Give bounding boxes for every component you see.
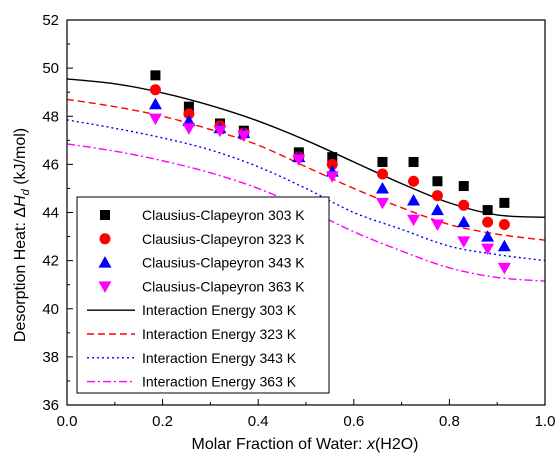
data-point <box>408 175 420 187</box>
y-tick-label: 50 <box>42 60 59 77</box>
legend-label-5: Interaction Energy 323 K <box>142 326 297 342</box>
plot-frame <box>66 19 546 406</box>
data-point <box>407 214 421 227</box>
data-point <box>326 158 338 170</box>
data-point <box>183 108 195 120</box>
y-tick-label: 38 <box>42 349 59 366</box>
data-point <box>375 197 389 210</box>
legend-label-7: Interaction Energy 363 K <box>142 374 297 390</box>
legend-label-4: Interaction Energy 303 K <box>142 302 297 318</box>
data-point <box>149 84 161 96</box>
legend-marker-0 <box>100 210 110 220</box>
y-axis-title: Desorption Heat: ΔHd (kJ/mol) <box>12 128 32 342</box>
legend-box <box>76 196 330 394</box>
y-tick-label: 44 <box>42 205 59 222</box>
legend-label-1: Clausius-Clapeyron 323 K <box>142 231 305 247</box>
data-point <box>213 125 227 138</box>
data-point <box>499 197 510 208</box>
data-point <box>407 193 421 206</box>
data-point <box>497 262 511 275</box>
chart-series <box>66 70 546 282</box>
y-axis-title-text: Desorption Heat: <box>12 218 29 343</box>
data-point <box>377 156 388 167</box>
y-tick-label: 42 <box>42 253 59 270</box>
data-point <box>375 181 389 194</box>
chart-tick-labels: 0.0 0.2 0.4 0.6 0.8 1.0 36 38 40 42 44 46 48 50 52 <box>42 12 555 430</box>
legend-label-3: Clausius-Clapeyron 363 K <box>142 278 305 294</box>
data-point <box>432 176 443 187</box>
x-tick-label: 0.2 <box>152 413 173 430</box>
legend-label-0: Clausius-Clapeyron 303 K <box>142 207 305 223</box>
x-tick-label: 0.6 <box>343 413 364 430</box>
data-point <box>148 113 162 126</box>
legend-label-6: Interaction Energy 343 K <box>142 350 297 366</box>
x-axis-title: Molar Fraction of Water: x(H2O) <box>191 436 418 453</box>
x-axis-title-symbol: x <box>366 436 376 453</box>
legend-marker-2 <box>98 256 112 268</box>
data-point <box>458 181 469 192</box>
x-tick-label: 0.0 <box>57 413 78 430</box>
data-point <box>481 243 495 256</box>
data-point <box>327 152 338 163</box>
data-point <box>237 130 251 142</box>
data-point <box>183 101 194 112</box>
data-point <box>148 97 162 110</box>
y-tick-label: 36 <box>42 397 59 414</box>
data-point <box>497 239 511 252</box>
legend-marker-3 <box>98 281 112 293</box>
data-point <box>430 203 444 216</box>
data-point <box>408 156 419 167</box>
data-point <box>498 219 510 231</box>
legend-marker-1 <box>99 233 111 245</box>
data-point <box>458 199 470 211</box>
data-point <box>325 171 339 183</box>
data-point <box>481 230 495 242</box>
data-point <box>457 236 471 248</box>
y-tick-label: 46 <box>42 156 59 173</box>
x-axis-title-text: Molar Fraction of Water: <box>191 436 366 453</box>
data-point <box>150 70 161 81</box>
data-point <box>376 168 388 180</box>
series-line-7 <box>66 143 546 282</box>
data-point <box>292 154 306 167</box>
y-axis-title-delta: Δ <box>12 207 29 218</box>
y-tick-label: 40 <box>42 301 59 318</box>
data-point <box>430 219 444 232</box>
y-axis-title-unit: (kJ/mol) <box>12 128 29 189</box>
legend: Clausius-Clapeyron 303 K Clausius-Clapeyr… <box>76 196 330 394</box>
y-tick-label: 52 <box>42 12 59 29</box>
x-tick-label: 0.8 <box>439 413 460 430</box>
data-point <box>457 215 471 228</box>
data-point <box>182 123 196 135</box>
series-markers-3 <box>148 113 511 275</box>
x-tick-label: 1.0 <box>535 413 556 430</box>
x-tick-label: 0.4 <box>248 413 269 430</box>
y-tick-label: 48 <box>42 108 59 125</box>
y-axis-title-subscript: d <box>20 188 32 195</box>
y-axis-title-symbol: H <box>12 195 29 207</box>
legend-label-2: Clausius-Clapeyron 343 K <box>142 255 305 271</box>
x-axis-title-unit: (H2O) <box>375 436 419 453</box>
data-point <box>482 216 494 228</box>
series-markers-0 <box>150 70 510 216</box>
data-point <box>182 114 196 127</box>
data-point <box>431 190 443 202</box>
data-point <box>482 205 493 216</box>
series-line-5 <box>66 98 546 241</box>
